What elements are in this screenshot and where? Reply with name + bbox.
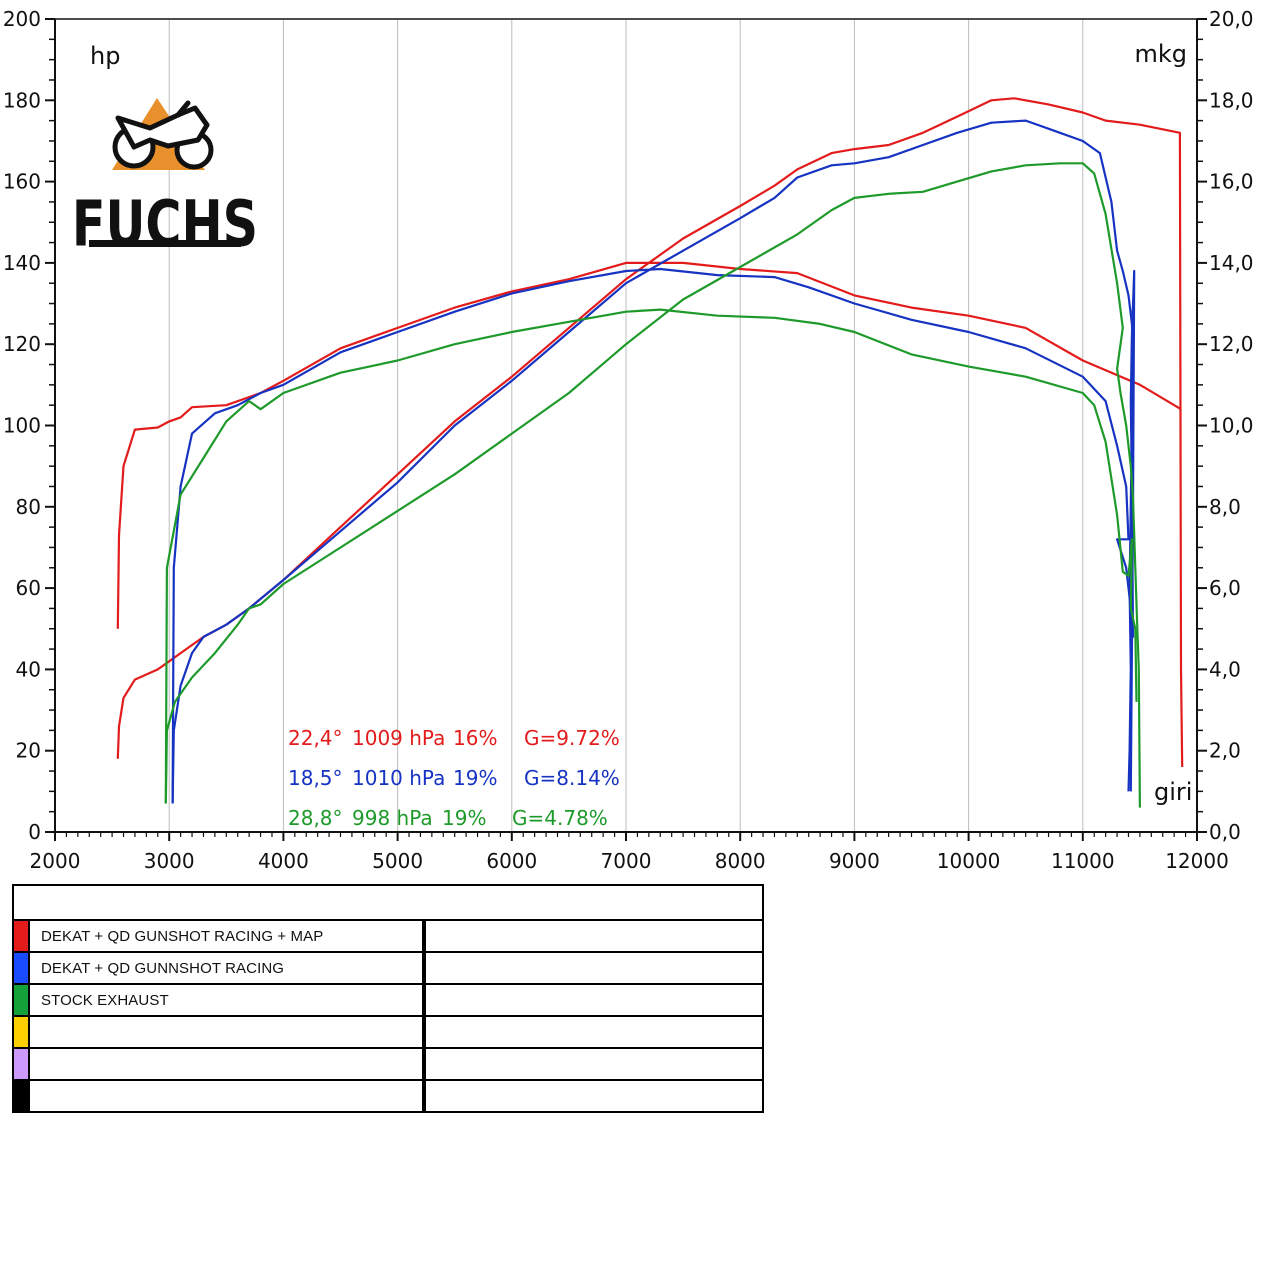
logo-text: FUCHS xyxy=(72,189,258,261)
x-tick-label: 7000 xyxy=(601,849,652,870)
axis-ticks: 0 20 40 60 80 100 120 140 160 180 200 0,0 2,0 4,0 6,0 8… xyxy=(3,7,1254,870)
legend-swatch xyxy=(14,1081,30,1111)
y-right-tick-label: 6,0 xyxy=(1209,576,1241,600)
dyno-chart: 0 20 40 60 80 100 120 140 160 180 200 0,0 2,0 4,0 6,0 8… xyxy=(3,7,1254,870)
legend-header xyxy=(14,886,762,921)
legend-swatch xyxy=(14,921,30,951)
power-curve-gunshot xyxy=(171,119,1135,804)
legend-row: STOCK EXHAUST xyxy=(14,985,762,1017)
x-axis-unit: giri xyxy=(1154,778,1192,806)
legend-label: STOCK EXHAUST xyxy=(30,985,426,1015)
x-tick-label: 8000 xyxy=(715,849,766,870)
legend-row: DEKAT + QD GUNNSHOT RACING xyxy=(14,953,762,985)
power-curve-map xyxy=(116,97,1184,768)
legend-value-cell xyxy=(426,985,762,1015)
x-tick-label: 12000 xyxy=(1165,849,1229,870)
legend-value-cell xyxy=(426,1049,762,1079)
y-left-tick-label: 80 xyxy=(16,495,41,519)
y-right-tick-label: 18,0 xyxy=(1209,88,1254,112)
y-left-tick-label: 120 xyxy=(3,332,41,356)
condition-g: G=4.78% xyxy=(512,806,608,830)
y-left-tick-label: 140 xyxy=(3,251,41,275)
y-left-tick-label: 60 xyxy=(16,576,41,600)
legend-swatch xyxy=(14,985,30,1015)
legend-value-cell xyxy=(426,1017,762,1047)
condition-pressure: 1009 hPa xyxy=(352,726,445,750)
torque-curve-gunshot xyxy=(171,267,1136,804)
curves xyxy=(116,97,1184,808)
condition-pressure: 998 hPa xyxy=(352,806,433,830)
grid xyxy=(168,19,1084,832)
y-right-unit: mkg xyxy=(1134,40,1187,68)
condition-temp: 22,4° xyxy=(288,726,343,750)
y-right-tick-label: 14,0 xyxy=(1209,251,1254,275)
y-left-tick-label: 0 xyxy=(28,820,41,844)
y-left-tick-label: 160 xyxy=(3,170,41,194)
condition-g: G=9.72% xyxy=(524,726,620,750)
torque-curve-map xyxy=(116,261,1182,629)
legend-row xyxy=(14,1017,762,1049)
condition-temp: 28,8° xyxy=(288,806,343,830)
y-left-tick-label: 180 xyxy=(3,88,41,112)
condition-humidity: 19% xyxy=(442,806,486,830)
x-tick-label: 11000 xyxy=(1051,849,1115,870)
legend-value-cell xyxy=(426,1081,762,1111)
y-right-tick-label: 8,0 xyxy=(1209,495,1241,519)
legend-swatch xyxy=(14,953,30,983)
power-curve-stock xyxy=(164,162,1141,808)
y-right-tick-label: 0,0 xyxy=(1209,820,1241,844)
legend-swatch xyxy=(14,1017,30,1047)
x-tick-label: 5000 xyxy=(372,849,423,870)
y-left-unit: hp xyxy=(90,42,120,70)
legend-label xyxy=(30,1081,426,1111)
condition-humidity: 19% xyxy=(453,766,497,790)
legend-value-cell xyxy=(426,953,762,983)
legend-row xyxy=(14,1081,762,1111)
legend-table: DEKAT + QD GUNSHOT RACING + MAP DEKAT + Q… xyxy=(12,884,764,1113)
legend-swatch xyxy=(14,1049,30,1079)
fuchs-logo: FUCHS xyxy=(72,98,258,261)
x-tick-label: 4000 xyxy=(258,849,309,870)
legend-label xyxy=(30,1017,426,1047)
legend-row: DEKAT + QD GUNSHOT RACING + MAP xyxy=(14,921,762,953)
condition-temp: 18,5° xyxy=(288,766,343,790)
y-right-tick-label: 4,0 xyxy=(1209,657,1241,681)
y-left-tick-label: 20 xyxy=(16,739,41,763)
y-right-tick-label: 20,0 xyxy=(1209,7,1254,31)
condition-g: G=8.14% xyxy=(524,766,620,790)
test-conditions: 22,4° 1009 hPa 16% G=9.72% 18,5° 1010 hPa 19% G… xyxy=(288,726,620,830)
legend-row xyxy=(14,1049,762,1081)
x-tick-label: 6000 xyxy=(486,849,537,870)
y-left-tick-label: 200 xyxy=(3,7,41,31)
x-tick-label: 3000 xyxy=(144,849,195,870)
y-right-tick-label: 10,0 xyxy=(1209,414,1254,438)
condition-pressure: 1010 hPa xyxy=(352,766,445,790)
y-right-tick-label: 12,0 xyxy=(1209,332,1254,356)
legend-label: DEKAT + QD GUNNSHOT RACING xyxy=(30,953,426,983)
y-left-tick-label: 100 xyxy=(3,414,41,438)
y-right-tick-label: 16,0 xyxy=(1209,170,1254,194)
y-left-tick-label: 40 xyxy=(16,657,41,681)
x-tick-label: 10000 xyxy=(937,849,1001,870)
torque-curve-stock xyxy=(164,308,1138,804)
condition-humidity: 16% xyxy=(453,726,497,750)
x-tick-label: 2000 xyxy=(30,849,81,870)
x-tick-label: 9000 xyxy=(829,849,880,870)
legend-label xyxy=(30,1049,426,1079)
legend-value-cell xyxy=(426,921,762,951)
y-right-tick-label: 2,0 xyxy=(1209,739,1241,763)
legend-label: DEKAT + QD GUNSHOT RACING + MAP xyxy=(30,921,426,951)
